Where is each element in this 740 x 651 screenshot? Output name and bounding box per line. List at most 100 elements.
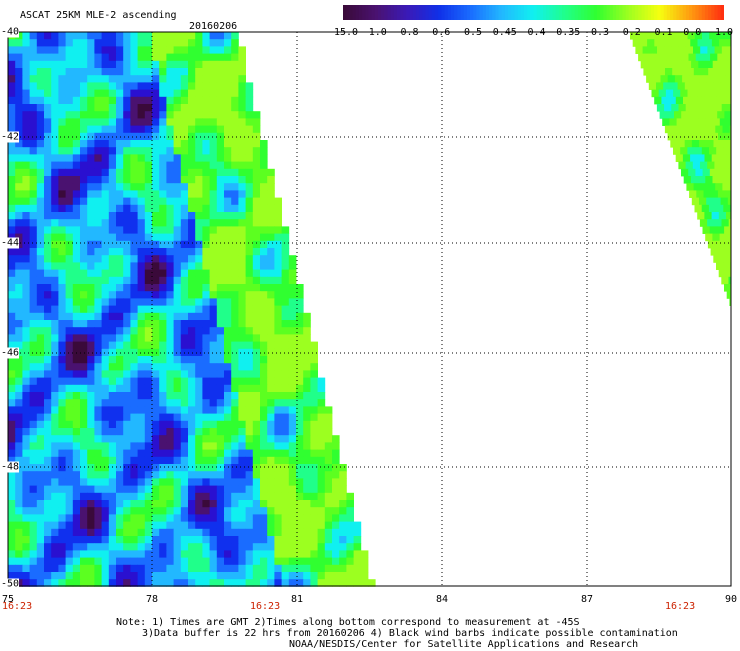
swath-cell xyxy=(253,154,261,162)
swath-cell xyxy=(8,82,16,90)
swath-cell xyxy=(217,198,225,206)
swath-cell xyxy=(202,522,210,530)
swath-cell xyxy=(253,255,261,263)
swath-cell xyxy=(102,154,110,162)
swath-cell xyxy=(152,550,160,558)
swath-cell xyxy=(210,529,218,537)
swath-cell xyxy=(138,572,146,580)
swath-cell xyxy=(152,183,160,191)
swath-cell xyxy=(58,183,66,191)
swath-cell xyxy=(231,68,239,76)
swath-cell xyxy=(37,514,45,522)
swath-cell xyxy=(217,378,225,386)
swath-cell xyxy=(116,133,124,141)
swath-cell xyxy=(210,169,218,177)
swath-cell xyxy=(260,414,268,422)
swath-cell xyxy=(238,68,246,76)
swath-cell xyxy=(102,442,110,450)
swath-cell xyxy=(138,126,146,134)
swath-cell xyxy=(657,104,665,112)
swath-cell xyxy=(238,543,246,551)
swath-cell xyxy=(231,205,239,213)
swath-cell xyxy=(174,320,182,328)
swath-cell xyxy=(231,270,239,278)
swath-cell xyxy=(274,558,282,566)
swath-cell xyxy=(15,212,23,220)
swath-cell xyxy=(94,572,102,580)
swath-cell xyxy=(318,421,326,429)
swath-cell xyxy=(159,111,167,119)
swath-cell xyxy=(116,284,124,292)
swath-cell xyxy=(37,291,45,299)
swath-cell xyxy=(44,493,52,501)
swath-cell xyxy=(51,90,59,98)
swath-cell xyxy=(94,486,102,494)
swath-cell xyxy=(188,234,196,242)
swath-cell xyxy=(181,39,189,47)
swath-cell xyxy=(87,507,95,515)
swath-cell xyxy=(80,457,88,465)
swath-cell xyxy=(15,421,23,429)
swath-cell xyxy=(159,226,167,234)
swath-cell xyxy=(109,320,117,328)
swath-cell xyxy=(152,450,160,458)
swath-cell xyxy=(174,75,182,83)
swath-cell xyxy=(166,183,174,191)
swath-cell xyxy=(87,428,95,436)
swath-cell xyxy=(138,241,146,249)
swath-cell xyxy=(80,219,88,227)
swath-cell xyxy=(274,291,282,299)
swath-cell xyxy=(726,39,731,47)
swath-cell xyxy=(44,572,52,580)
swath-cell xyxy=(102,370,110,378)
swath-cell xyxy=(174,464,182,472)
swath-cell xyxy=(145,334,153,342)
swath-cell xyxy=(66,255,74,263)
swath-cell xyxy=(246,183,254,191)
swath-cell xyxy=(282,234,290,242)
swath-cell xyxy=(713,176,721,184)
swath-cell xyxy=(159,198,167,206)
swath-cell xyxy=(274,414,282,422)
swath-cell xyxy=(123,262,131,270)
swath-cell xyxy=(224,543,232,551)
swath-cell xyxy=(210,464,218,472)
swath-cell xyxy=(303,529,311,537)
swath-cell xyxy=(51,68,59,76)
swath-cell xyxy=(181,385,189,393)
swath-cell xyxy=(217,550,225,558)
swath-cell xyxy=(30,334,38,342)
swath-cell xyxy=(159,356,167,364)
swath-cell xyxy=(174,68,182,76)
swath-cell xyxy=(159,32,167,40)
swath-cell xyxy=(15,183,23,191)
swath-cell xyxy=(217,486,225,494)
swath-cell xyxy=(66,262,74,270)
swath-cell xyxy=(130,342,138,350)
swath-cell xyxy=(44,183,52,191)
swath-cell xyxy=(166,507,174,515)
swath-cell xyxy=(648,61,656,69)
swath-cell xyxy=(310,378,318,386)
swath-cell xyxy=(44,457,52,465)
swath-cell xyxy=(224,478,232,486)
swath-cell xyxy=(274,334,282,342)
swath-cell xyxy=(202,529,210,537)
swath-cell xyxy=(720,118,728,126)
swath-cell xyxy=(678,82,686,90)
swath-cell xyxy=(246,378,254,386)
swath-cell xyxy=(260,421,268,429)
swath-cell xyxy=(195,543,203,551)
swath-cell xyxy=(253,392,261,400)
swath-cell xyxy=(181,558,189,566)
swath-cell xyxy=(210,61,218,69)
swath-cell xyxy=(310,414,318,422)
swath-cell xyxy=(210,478,218,486)
swath-cell xyxy=(260,399,268,407)
swath-cell xyxy=(282,320,290,328)
swath-cell xyxy=(30,327,38,335)
swath-cell xyxy=(217,190,225,198)
swath-cell xyxy=(210,334,218,342)
swath-cell xyxy=(37,313,45,321)
swath-cell xyxy=(15,291,23,299)
